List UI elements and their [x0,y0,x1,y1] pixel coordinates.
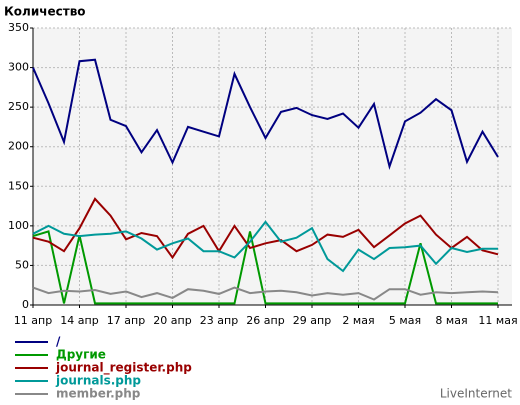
legend-label: member.php [56,387,141,401]
x-tick-label: 23 апр [200,314,238,327]
legend-label: journals.php [55,374,141,388]
x-tick-label: 29 апр [293,314,331,327]
x-tick-label: 20 апр [153,314,191,327]
y-tick-label: 100 [8,219,29,232]
y-tick-label: 0 [22,298,29,311]
y-tick-label: 300 [8,61,29,74]
series-line [32,197,499,260]
y-tick-label: 150 [8,179,29,192]
y-tick-label: 50 [15,258,29,271]
series-line [32,58,499,171]
x-tick-label: 26 апр [246,314,284,327]
series-line [32,230,498,305]
legend-label: / [56,335,61,349]
x-tick-label: 14 апр [60,314,98,327]
y-tick-label: 200 [8,140,29,153]
chart-title: Количество [4,5,86,19]
legend-label: Другие [56,348,106,362]
x-tick-label: 11 мая [478,314,517,327]
x-tick-label: 2 мая [342,314,374,327]
x-tick-label: 5 мая [389,314,421,327]
y-tick-label: 250 [8,100,29,113]
watermark: LiveInternet [440,387,512,401]
series-line [32,286,499,301]
x-tick-label: 11 апр [14,314,52,327]
series-line [32,220,498,273]
x-tick-label: 8 мая [435,314,467,327]
x-tick-label: 17 апр [107,314,145,327]
plot-area [33,28,512,305]
legend-label: journal_register.php [55,361,192,376]
y-tick-label: 350 [8,21,29,34]
